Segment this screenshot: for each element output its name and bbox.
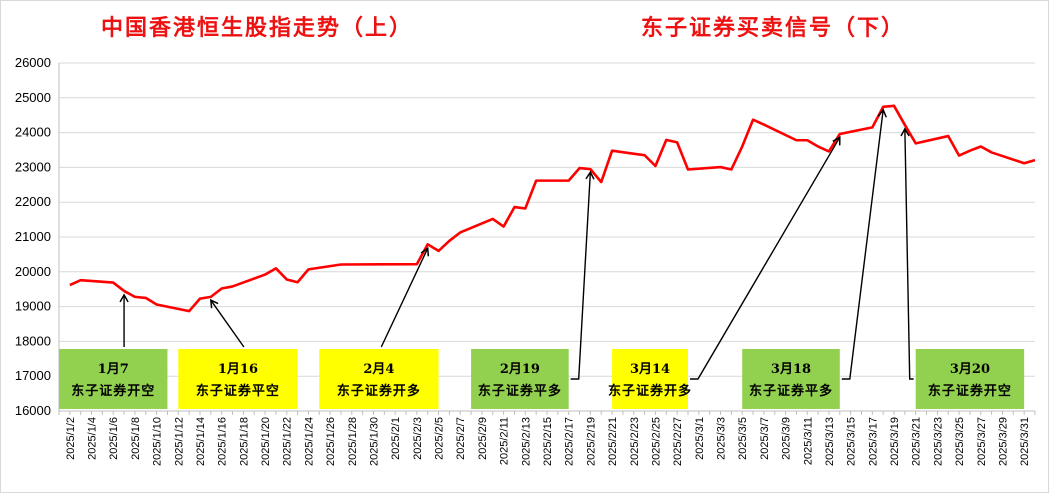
- chart-title-right: 东子证券买卖信号（下）: [641, 15, 905, 41]
- y-tick-label: 25000: [15, 90, 51, 105]
- y-tick-label: 18000: [15, 333, 51, 348]
- signal-text: 东子证券平多: [749, 383, 833, 399]
- signal-date-label: 1月16: [218, 362, 258, 377]
- signal-date-label: 1月7: [98, 362, 129, 377]
- signal-annotation: 1月16 东子证券平空: [178, 298, 298, 409]
- signal-arrow: [900, 127, 914, 380]
- y-tick-label: 17000: [15, 368, 51, 383]
- signal-box: [59, 349, 168, 409]
- x-tick-label: 2025/3/5: [737, 417, 749, 460]
- x-tick-label: 2025/2/21: [607, 417, 619, 466]
- x-tick-label: 2025/1/18: [238, 417, 250, 466]
- x-tick-label: 2025/2/17: [564, 417, 576, 466]
- x-tick-label: 2025/2/3: [412, 417, 424, 460]
- y-tick-label: 21000: [15, 229, 51, 244]
- x-tick-label: 2025/1/26: [325, 417, 337, 466]
- x-tick-label: 2025/2/27: [672, 417, 684, 466]
- signal-text: 东子证券平多: [478, 383, 562, 399]
- y-tick-label: 24000: [15, 125, 51, 140]
- signal-text: 东子证券平空: [196, 383, 280, 399]
- x-tick-label: 2025/1/14: [195, 417, 207, 466]
- chart-title-left: 中国香港恒生股指走势（上）: [101, 15, 413, 41]
- x-tick-label: 2025/2/11: [499, 417, 511, 465]
- x-tick-label: 2025/3/7: [759, 417, 771, 460]
- signal-annotation: 3月20 东子证券开空: [900, 127, 1025, 409]
- x-tick-label: 2025/3/15: [846, 417, 858, 466]
- y-tick-label: 20000: [15, 264, 51, 279]
- x-tick-label: 2025/1/6: [108, 417, 120, 460]
- signal-date-label: 3月18: [771, 362, 811, 377]
- x-tick-label: 2025/1/24: [303, 417, 315, 466]
- x-tick-label: 2025/1/8: [130, 417, 142, 460]
- signal-box: [471, 349, 569, 409]
- x-tick-label: 2025/1/28: [347, 417, 359, 466]
- signal-annotation: 3月14 东子证券开多: [608, 135, 841, 409]
- y-axis: 16000 17000 18000 19000 20000 21000 22000 23000…: [15, 55, 51, 418]
- x-axis: 2025/1/2 2025/1/4 2025/1/6 2025/1/8 2025/1/1…: [58, 63, 1036, 466]
- signal-arrow: [689, 135, 841, 380]
- signal-text: 东子证券开空: [71, 383, 155, 399]
- x-tick-label: 2025/3/25: [954, 417, 966, 466]
- y-tick-label: 26000: [15, 55, 51, 70]
- x-tick-label: 2025/1/12: [173, 417, 185, 466]
- signal-annotation: 2月19 东子证券平多: [471, 170, 595, 409]
- y-tick-label: 16000: [15, 403, 51, 418]
- signal-box: [915, 349, 1025, 409]
- x-tick-label: 2025/3/31: [1019, 417, 1031, 466]
- signal-arrow: [209, 298, 245, 348]
- x-tick-label: 2025/3/27: [976, 417, 988, 466]
- x-tick-label: 2025/3/11: [802, 417, 814, 465]
- signal-arrow: [380, 246, 430, 348]
- x-tick-label: 2025/3/19: [889, 417, 901, 466]
- x-tick-label: 2025/2/7: [455, 417, 467, 460]
- signal-date-label: 3月14: [630, 362, 670, 377]
- series-layer: [69, 104, 1036, 313]
- x-tick-label: 2025/2/15: [542, 417, 554, 466]
- x-tick-label: 2025/1/10: [152, 417, 164, 466]
- x-tick-label: 2025/1/30: [368, 417, 380, 466]
- signal-arrow: [570, 170, 595, 380]
- x-tick-label: 2025/2/9: [477, 417, 489, 460]
- signal-annotation: 2月4 东子证券开多: [319, 246, 439, 409]
- signal-date-label: 3月20: [950, 362, 990, 377]
- x-tick-label: 2025/3/23: [932, 417, 944, 466]
- x-tick-label: 2025/1/20: [260, 417, 272, 466]
- x-tick-label: 2025/3/21: [911, 417, 923, 466]
- x-tick-label: 2025/3/3: [716, 417, 728, 460]
- x-tick-label: 2025/3/17: [867, 417, 879, 466]
- y-tick-label: 19000: [15, 299, 51, 314]
- signal-date-label: 2月19: [500, 362, 540, 377]
- x-tick-label: 2025/2/1: [390, 417, 402, 460]
- x-tick-label: 2025/3/29: [997, 417, 1009, 466]
- x-tick-label: 2025/2/13: [520, 417, 532, 466]
- signal-box: [612, 349, 688, 409]
- signal-text: 东子证券开多: [608, 383, 692, 399]
- signal-annotation: 1月7 东子证券开空: [59, 293, 168, 409]
- x-tick-label: 2025/3/1: [694, 417, 706, 460]
- x-tick-label: 2025/2/25: [650, 417, 662, 466]
- y-tick-label: 22000: [15, 194, 51, 209]
- signal-arrow: [841, 108, 887, 380]
- x-tick-label: 2025/1/2: [65, 417, 77, 460]
- signal-text: 东子证券开多: [337, 383, 421, 399]
- signal-text: 东子证券开空: [928, 383, 1012, 399]
- signal-date-label: 2月4: [363, 362, 394, 377]
- signal-annotation: 3月18 东子证券平多: [742, 108, 887, 409]
- x-tick-label: 2025/1/16: [217, 417, 229, 466]
- signal-layer: 1月7东子证券开空1月16东子证券平空2月4东子证券开多2月19东子证券平多3月…: [59, 108, 1025, 409]
- x-tick-label: 2025/3/9: [781, 417, 793, 460]
- x-tick-label: 2025/1/22: [282, 417, 294, 466]
- x-tick-label: 2025/1/4: [87, 417, 99, 460]
- signal-box: [178, 349, 298, 409]
- x-tick-label: 2025/2/5: [434, 417, 446, 460]
- x-tick-label: 2025/3/13: [824, 417, 836, 466]
- signal-box: [742, 349, 840, 409]
- series-line: [69, 104, 1036, 313]
- y-tick-label: 23000: [15, 159, 51, 174]
- signal-box: [319, 349, 439, 409]
- x-tick-label: 2025/2/23: [629, 417, 641, 466]
- x-tick-label: 2025/2/19: [585, 417, 597, 466]
